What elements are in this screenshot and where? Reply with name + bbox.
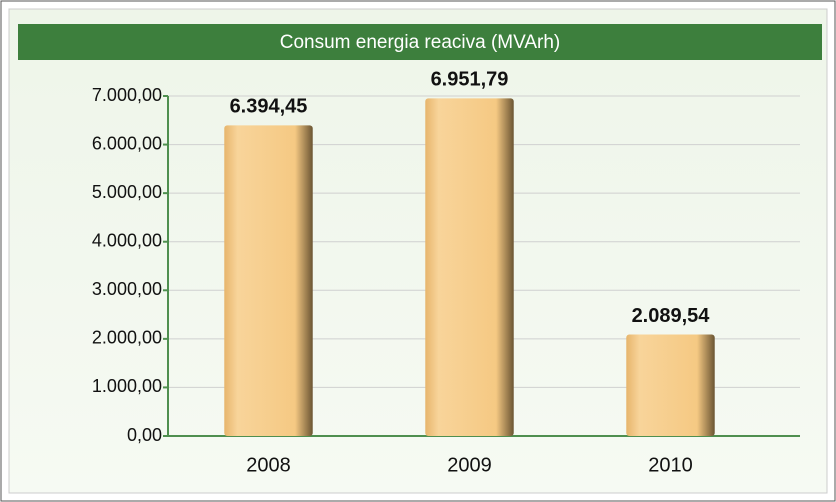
y-tick-label: 4.000,00 [92,230,162,250]
y-tick-label: 3.000,00 [92,279,162,299]
x-tick-label: 2009 [447,454,492,476]
y-tick-label: 2.000,00 [92,328,162,348]
title-bar [18,24,822,60]
bar [626,334,715,436]
bar [425,98,514,437]
value-label: 6.951,79 [431,69,509,91]
bar [224,125,313,437]
value-label: 2.089,54 [632,305,711,327]
y-tick-label: 6.000,00 [92,133,162,153]
x-tick-label: 2010 [648,454,693,476]
chart-title: Consum energia reaciva (MVArh) [280,32,561,53]
x-tick-label: 2008 [246,454,291,476]
value-label: 6.394,45 [230,96,308,118]
y-tick-label: 0,00 [127,425,162,445]
y-tick-label: 1.000,00 [92,376,162,396]
y-tick-label: 5.000,00 [92,182,162,202]
y-tick-label: 7.000,00 [92,85,162,105]
